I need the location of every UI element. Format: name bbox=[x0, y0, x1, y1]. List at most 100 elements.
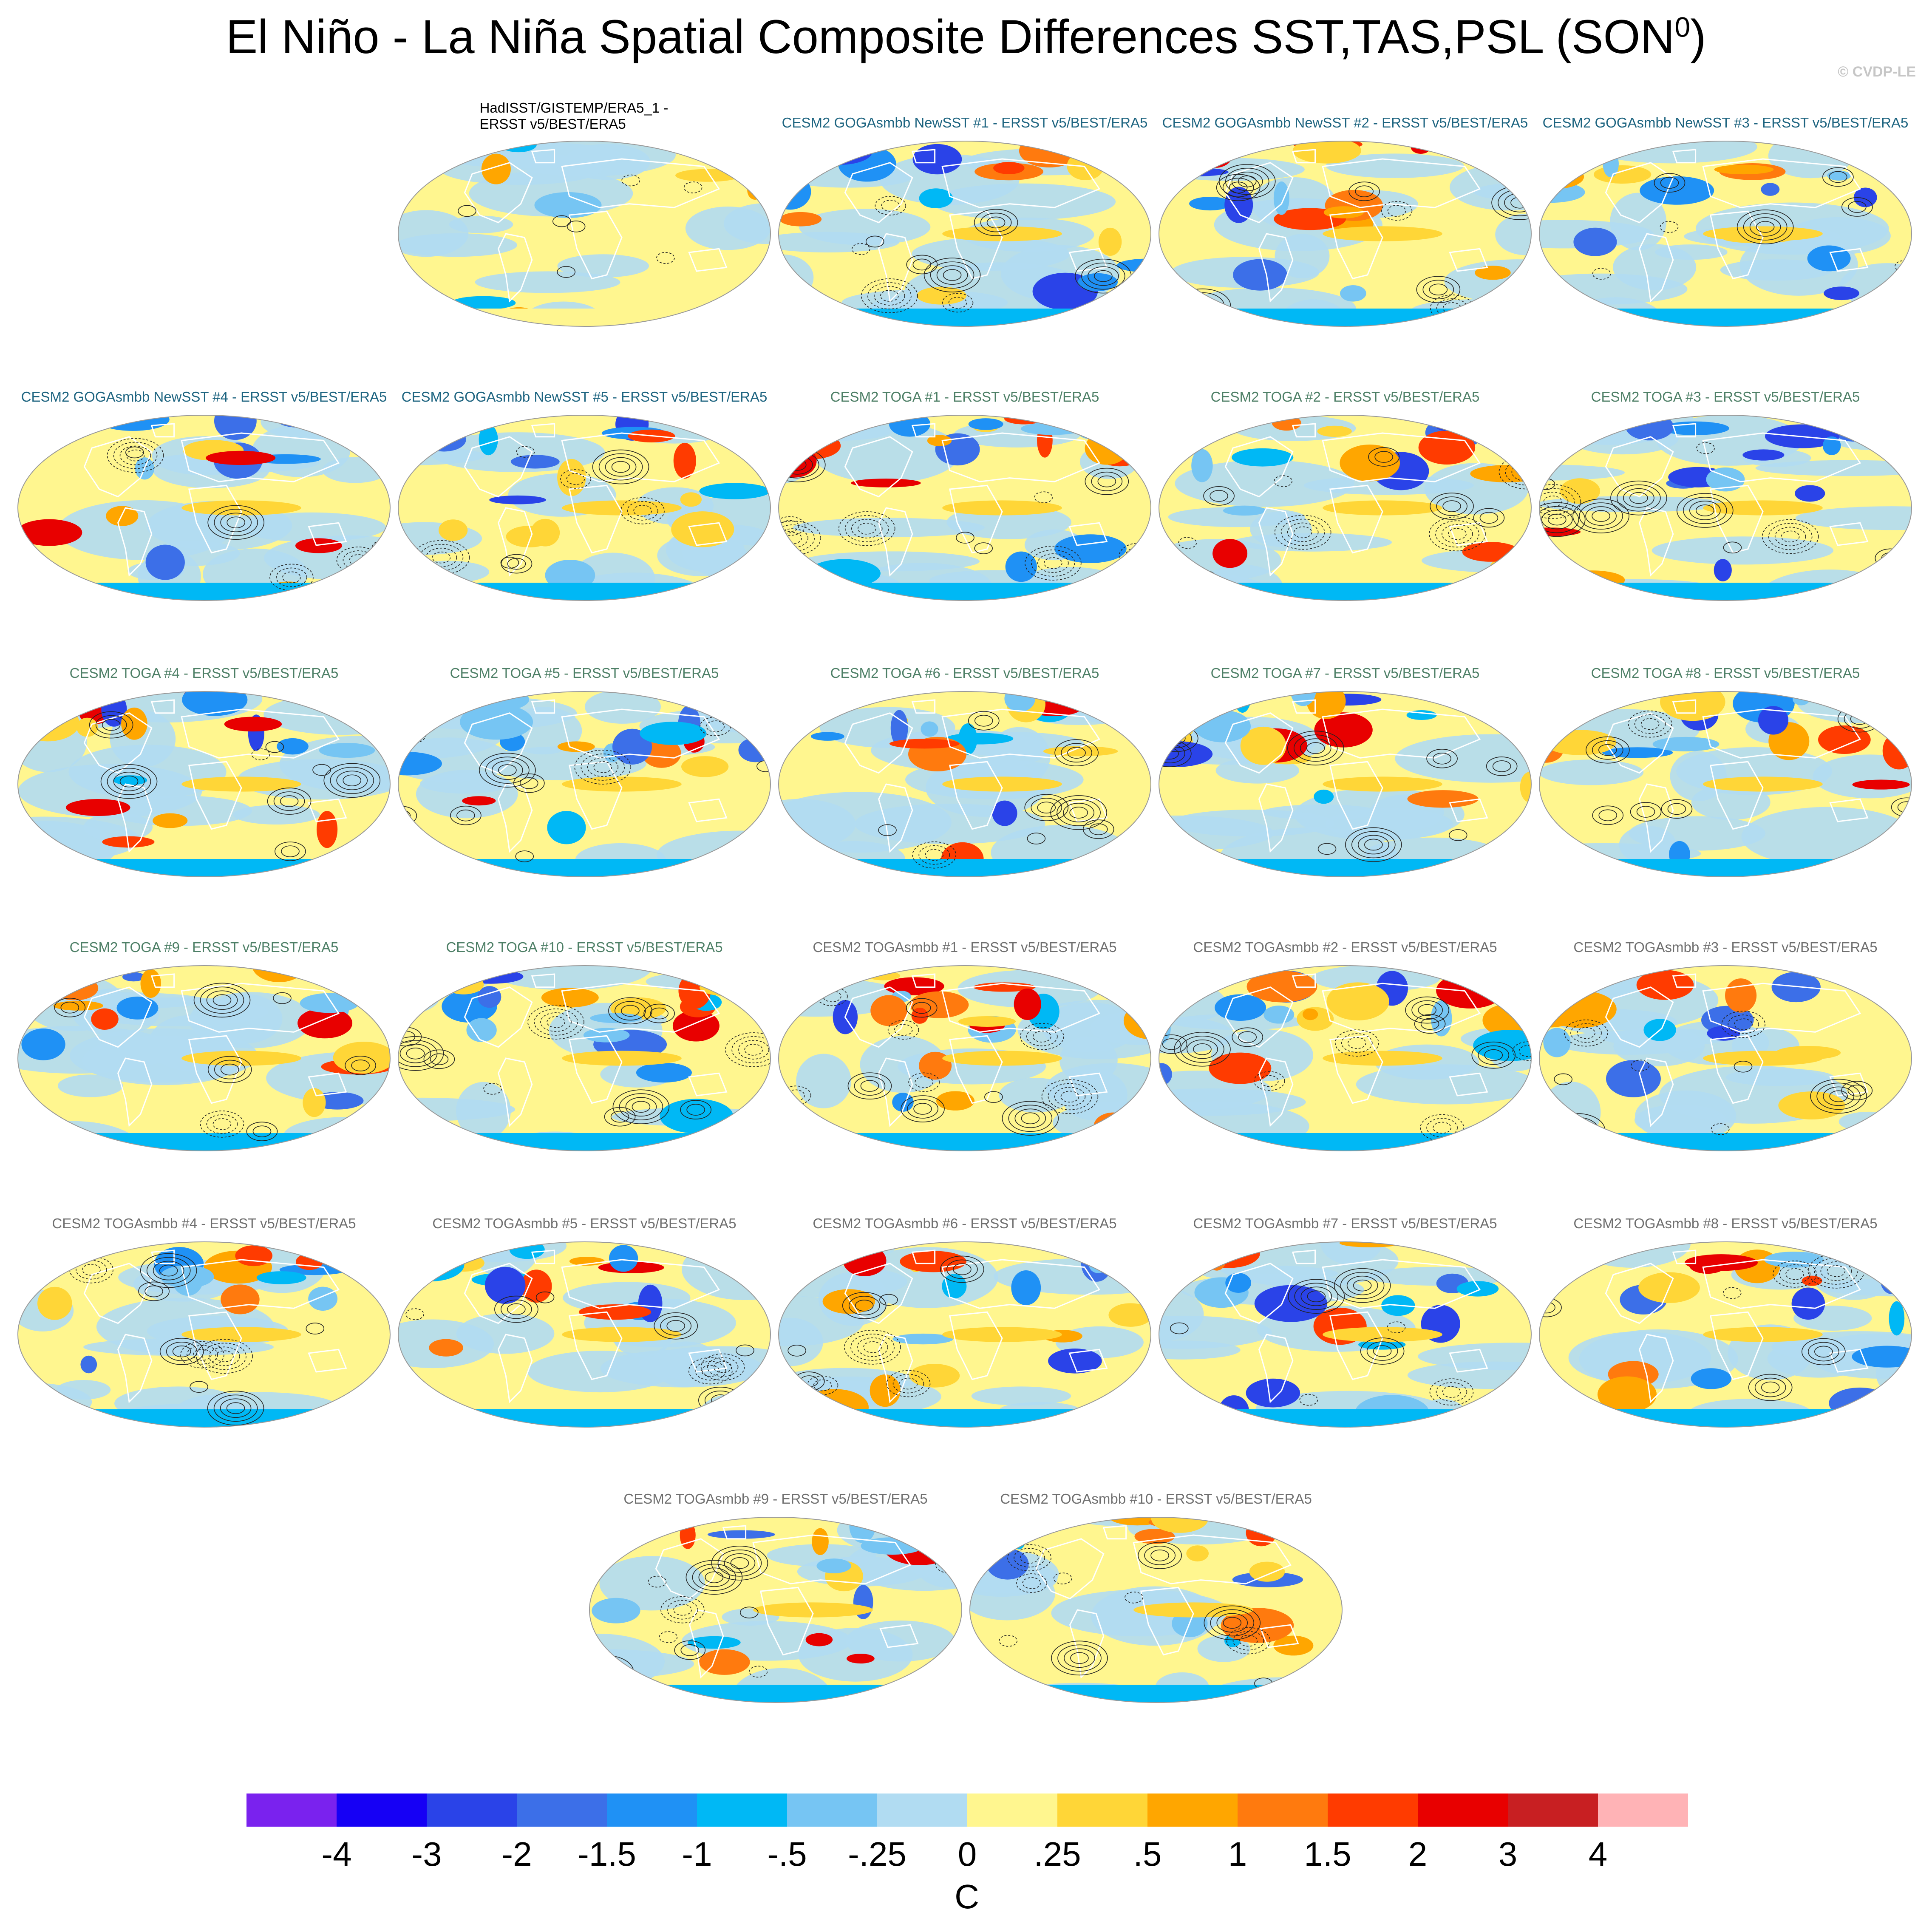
colorbar: -4 -3 -2 -1.5 -1 -.5 -.25 0 .25 .5 1 1.5 2 3 4 C bbox=[246, 1794, 1688, 1915]
colorbar-tick-label: -1.5 bbox=[578, 1835, 636, 1873]
map-panel: CESM2 TOGAsmbb #8 - ERSST v5/BEST/ERA5 bbox=[1538, 1216, 1912, 1428]
colorbar-box bbox=[607, 1794, 697, 1827]
panel-title: CESM2 TOGAsmbb #3 - ERSST v5/BEST/ERA5 bbox=[1573, 939, 1878, 955]
colorbar-tick-labels: -4 -3 -2 -1.5 -1 -.5 -.25 0 .25 .5 1 1.5 2 3 4 bbox=[321, 1835, 1607, 1873]
panel-title: CESM2 GOGAsmbb NewSST #2 - ERSST v5/BEST… bbox=[1162, 115, 1528, 130]
colorbar-tick-label: 1 bbox=[1228, 1835, 1247, 1873]
panel-title: CESM2 TOGA #6 - ERSST v5/BEST/ERA5 bbox=[830, 665, 1099, 681]
map bbox=[17, 965, 391, 1151]
map bbox=[589, 1517, 963, 1703]
colorbar-tick-label: .5 bbox=[1133, 1835, 1162, 1873]
map-panel: CESM2 TOGA #1 - ERSST v5/BEST/ERA5 bbox=[778, 389, 1152, 601]
map-panel: CESM2 TOGAsmbb #6 - ERSST v5/BEST/ERA5 bbox=[778, 1216, 1152, 1428]
map bbox=[17, 1241, 391, 1428]
map bbox=[1538, 1241, 1912, 1428]
map-panel: CESM2 TOGA #7 - ERSST v5/BEST/ERA5 bbox=[1158, 665, 1532, 878]
colorbar-tick-label: -4 bbox=[321, 1835, 351, 1873]
panel-title: CESM2 TOGA #8 - ERSST v5/BEST/ERA5 bbox=[1591, 665, 1860, 681]
panel-title: CESM2 TOGA #3 - ERSST v5/BEST/ERA5 bbox=[1591, 389, 1860, 405]
panel-title: CESM2 GOGAsmbb NewSST #5 - ERSST v5/BEST… bbox=[401, 389, 768, 405]
map-panel: CESM2 TOGAsmbb #7 - ERSST v5/BEST/ERA5 bbox=[1158, 1216, 1532, 1428]
map-panel: CESM2 GOGAsmbb NewSST #1 - ERSST v5/BEST… bbox=[778, 115, 1152, 327]
panel-title: CESM2 TOGAsmbb #5 - ERSST v5/BEST/ERA5 bbox=[432, 1216, 737, 1231]
map bbox=[397, 1241, 771, 1428]
map bbox=[1158, 965, 1532, 1151]
map-panel: CESM2 TOGAsmbb #5 - ERSST v5/BEST/ERA5 bbox=[397, 1216, 771, 1428]
map bbox=[1158, 691, 1532, 877]
colorbar-boxes bbox=[246, 1794, 1688, 1827]
panel-title: CESM2 TOGAsmbb #7 - ERSST v5/BEST/ERA5 bbox=[1193, 1216, 1497, 1231]
map-panel: HadISST/GISTEMP/ERA5_1 - ERSST v5/BEST/E… bbox=[397, 100, 771, 327]
map-panel: CESM2 GOGAsmbb NewSST #3 - ERSST v5/BEST… bbox=[1538, 115, 1912, 327]
watermark: © CVDP-LE bbox=[1838, 64, 1916, 80]
map bbox=[1538, 415, 1912, 601]
map-panel: CESM2 TOGA #6 - ERSST v5/BEST/ERA5 bbox=[778, 665, 1152, 878]
map-panel: CESM2 TOGA #2 - ERSST v5/BEST/ERA5 bbox=[1158, 389, 1532, 601]
colorbar-tick-label: -1 bbox=[682, 1835, 712, 1873]
panel-title: CESM2 TOGAsmbb #1 - ERSST v5/BEST/ERA5 bbox=[813, 939, 1117, 955]
colorbar-box bbox=[1238, 1794, 1328, 1827]
colorbar-tick-label: -3 bbox=[411, 1835, 442, 1873]
colorbar-unit: C bbox=[955, 1878, 979, 1915]
colorbar-tick-label: .25 bbox=[1034, 1835, 1081, 1873]
panel-title: CESM2 TOGAsmbb #8 - ERSST v5/BEST/ERA5 bbox=[1573, 1216, 1878, 1231]
panel-title: CESM2 TOGA #10 - ERSST v5/BEST/ERA5 bbox=[446, 939, 723, 955]
colorbar-box bbox=[1147, 1794, 1238, 1827]
panel-title: CESM2 GOGAsmbb NewSST #4 - ERSST v5/BEST… bbox=[21, 389, 387, 405]
colorbar-box bbox=[877, 1794, 967, 1827]
map-panel: CESM2 TOGA #8 - ERSST v5/BEST/ERA5 bbox=[1538, 665, 1912, 878]
panel-title: CESM2 TOGA #4 - ERSST v5/BEST/ERA5 bbox=[69, 665, 339, 681]
colorbar-box bbox=[1057, 1794, 1147, 1827]
colorbar-box bbox=[1418, 1794, 1508, 1827]
colorbar-box bbox=[246, 1794, 337, 1827]
map bbox=[778, 965, 1152, 1151]
panel-title: CESM2 TOGA #5 - ERSST v5/BEST/ERA5 bbox=[450, 665, 719, 681]
map-panel: CESM2 TOGA #10 - ERSST v5/BEST/ERA5 bbox=[397, 939, 771, 1152]
map-panel: CESM2 TOGAsmbb #2 - ERSST v5/BEST/ERA5 bbox=[1158, 939, 1532, 1152]
colorbar-tick-label: -.25 bbox=[848, 1835, 907, 1873]
map-panel: CESM2 GOGAsmbb NewSST #4 - ERSST v5/BEST… bbox=[17, 389, 391, 601]
colorbar-tick-label: 2 bbox=[1408, 1835, 1428, 1873]
map bbox=[1538, 141, 1912, 327]
map bbox=[778, 1241, 1152, 1428]
panel-title: HadISST/GISTEMP/ERA5_1 - ERSST v5/BEST/E… bbox=[479, 100, 669, 132]
panel-title: CESM2 TOGAsmbb #2 - ERSST v5/BEST/ERA5 bbox=[1193, 939, 1497, 955]
colorbar-box bbox=[427, 1794, 517, 1827]
map bbox=[1158, 141, 1532, 327]
chart-title: El Niño - La Niña Spatial Composite Diff… bbox=[226, 10, 1706, 63]
colorbar-box bbox=[517, 1794, 607, 1827]
colorbar-box bbox=[1508, 1794, 1598, 1827]
colorbar-box bbox=[967, 1794, 1057, 1827]
colorbar-box bbox=[1328, 1794, 1418, 1827]
map bbox=[17, 415, 391, 601]
panel-title: CESM2 TOGA #9 - ERSST v5/BEST/ERA5 bbox=[69, 939, 339, 955]
map-panel: CESM2 TOGAsmbb #10 - ERSST v5/BEST/ERA5 bbox=[969, 1491, 1343, 1703]
panel-title: CESM2 TOGA #1 - ERSST v5/BEST/ERA5 bbox=[830, 389, 1099, 405]
map bbox=[1538, 965, 1912, 1151]
map bbox=[969, 1517, 1343, 1703]
map-panel: CESM2 TOGAsmbb #4 - ERSST v5/BEST/ERA5 bbox=[17, 1216, 391, 1428]
colorbar-tick-label: 3 bbox=[1499, 1835, 1518, 1873]
map-panel: CESM2 TOGAsmbb #9 - ERSST v5/BEST/ERA5 bbox=[589, 1491, 963, 1703]
map-panel: CESM2 GOGAsmbb NewSST #2 - ERSST v5/BEST… bbox=[1158, 115, 1532, 327]
map bbox=[778, 141, 1152, 327]
colorbar-tick-label: 0 bbox=[958, 1835, 977, 1873]
map bbox=[17, 691, 391, 877]
panel-title: CESM2 TOGAsmbb #6 - ERSST v5/BEST/ERA5 bbox=[813, 1216, 1117, 1231]
map-panel: CESM2 TOGAsmbb #3 - ERSST v5/BEST/ERA5 bbox=[1538, 939, 1912, 1152]
panel-title: CESM2 TOGAsmbb #4 - ERSST v5/BEST/ERA5 bbox=[52, 1216, 356, 1231]
panel-title: CESM2 TOGA #2 - ERSST v5/BEST/ERA5 bbox=[1210, 389, 1480, 405]
colorbar-tick-label: 1.5 bbox=[1304, 1835, 1351, 1873]
colorbar-box bbox=[787, 1794, 877, 1827]
colorbar-box bbox=[1598, 1794, 1688, 1827]
panel-title: CESM2 TOGA #7 - ERSST v5/BEST/ERA5 bbox=[1210, 665, 1480, 681]
map-panel: CESM2 TOGA #5 - ERSST v5/BEST/ERA5 bbox=[397, 665, 771, 878]
colorbar-box bbox=[337, 1794, 427, 1827]
panel-title: CESM2 GOGAsmbb NewSST #1 - ERSST v5/BEST… bbox=[782, 115, 1148, 130]
colorbar-tick-label: -.5 bbox=[767, 1835, 807, 1873]
map bbox=[778, 691, 1152, 877]
map bbox=[397, 691, 771, 877]
colorbar-tick-label: -2 bbox=[501, 1835, 532, 1873]
map-panel: CESM2 TOGA #3 - ERSST v5/BEST/ERA5 bbox=[1538, 389, 1912, 601]
colorbar-box bbox=[697, 1794, 787, 1827]
